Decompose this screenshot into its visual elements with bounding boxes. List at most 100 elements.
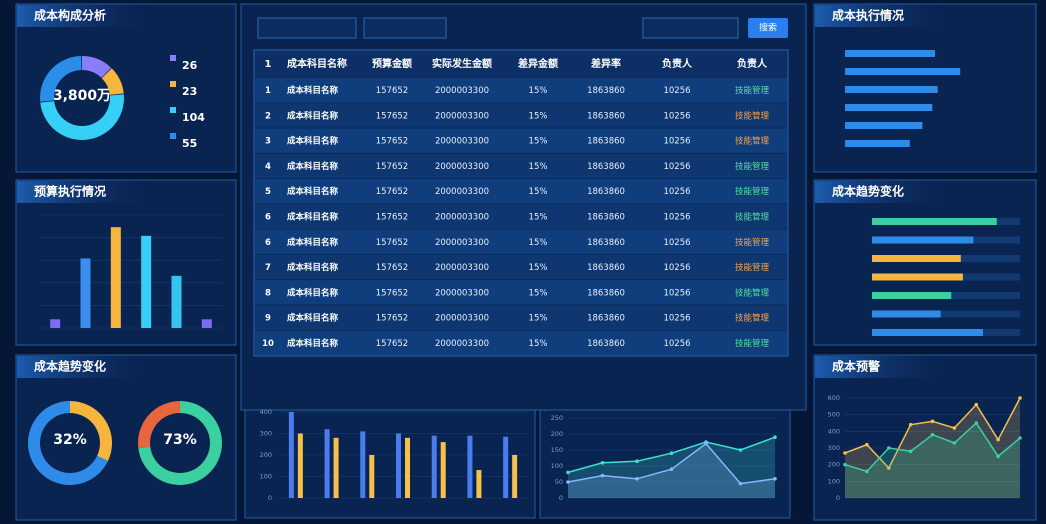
table-cell: 15% bbox=[529, 238, 548, 248]
y-tick-label: 0 bbox=[836, 494, 840, 502]
panel-title: 成本趋势变化 bbox=[34, 359, 106, 374]
y-tick-label: 200 bbox=[260, 451, 272, 459]
table-cell: 成本科目名称 bbox=[287, 136, 339, 147]
search-input[interactable] bbox=[642, 17, 739, 39]
point bbox=[773, 477, 777, 481]
table-cell: 15% bbox=[529, 162, 548, 172]
column-header: 差异金额 bbox=[518, 57, 558, 70]
table-cell: 1863860 bbox=[587, 314, 625, 324]
y-tick-label: 100 bbox=[260, 473, 272, 481]
table-cell: 技能管理 bbox=[735, 237, 770, 248]
table-cell: 15% bbox=[529, 288, 548, 298]
table-cell: 7 bbox=[265, 263, 271, 273]
y-tick-label: 100 bbox=[828, 477, 840, 485]
table-cell: 1863860 bbox=[587, 263, 625, 273]
table-row[interactable] bbox=[255, 305, 787, 330]
table-cell: 157652 bbox=[376, 339, 408, 349]
bar bbox=[845, 50, 935, 57]
table-cell: 技能管理 bbox=[735, 287, 770, 298]
point bbox=[908, 422, 913, 427]
table-cell: 2000003300 bbox=[435, 314, 489, 324]
table-cell: 技能管理 bbox=[735, 212, 770, 223]
table-cell: 10256 bbox=[663, 187, 690, 197]
table-cell: 10256 bbox=[663, 238, 690, 248]
button-label[interactable]: 搜索 bbox=[759, 22, 777, 34]
gauge-track bbox=[138, 401, 180, 449]
table-row[interactable] bbox=[255, 128, 787, 153]
table-cell: 157652 bbox=[376, 238, 408, 248]
table-cell: 成本科目名称 bbox=[287, 287, 339, 298]
select[interactable] bbox=[363, 17, 447, 39]
table-row[interactable] bbox=[255, 153, 787, 179]
bar bbox=[405, 437, 410, 498]
table-cell: 技能管理 bbox=[735, 338, 770, 349]
y-tick-label: 250 bbox=[551, 414, 563, 422]
point bbox=[773, 435, 777, 440]
title-bar bbox=[815, 181, 955, 203]
table-row[interactable] bbox=[255, 78, 787, 103]
table-cell: 技能管理 bbox=[735, 136, 770, 147]
table-row[interactable] bbox=[255, 330, 787, 355]
bar-track bbox=[872, 310, 1020, 318]
table-cell: 成本科目名称 bbox=[287, 338, 339, 349]
bar bbox=[110, 227, 121, 328]
table-cell: 10256 bbox=[663, 263, 690, 273]
table-cell: 1863860 bbox=[587, 111, 625, 121]
panel-title: 成本执行情况 bbox=[832, 8, 904, 23]
point bbox=[974, 402, 979, 407]
bar bbox=[396, 433, 401, 498]
bar bbox=[80, 258, 91, 328]
legend-swatch bbox=[170, 107, 176, 113]
table-row[interactable] bbox=[255, 280, 787, 305]
legend-value: 23 bbox=[182, 85, 197, 98]
panel bbox=[15, 179, 237, 346]
table-cell: 5 bbox=[265, 187, 271, 197]
title-bar bbox=[17, 356, 157, 378]
point bbox=[635, 477, 639, 481]
bar bbox=[141, 235, 152, 328]
table-cell: 2000003300 bbox=[435, 137, 489, 147]
column-header: 成本科目名称 bbox=[287, 57, 347, 70]
panel bbox=[813, 179, 1037, 346]
column-header: 负责人 bbox=[662, 57, 693, 70]
bar bbox=[503, 436, 509, 498]
table-row[interactable] bbox=[255, 204, 787, 229]
table-cell: 2000003300 bbox=[435, 162, 489, 172]
bar bbox=[297, 433, 303, 498]
table-row[interactable] bbox=[255, 179, 787, 204]
table-cell: 技能管理 bbox=[735, 161, 770, 172]
table-cell: 2000003300 bbox=[435, 288, 489, 298]
table-cell: 10256 bbox=[663, 86, 690, 96]
table-cell: 1863860 bbox=[587, 137, 625, 147]
table-row[interactable] bbox=[255, 229, 787, 254]
table-row[interactable] bbox=[255, 254, 787, 280]
gauge-track bbox=[28, 401, 109, 485]
table-row[interactable] bbox=[255, 103, 787, 128]
table-cell: 1863860 bbox=[587, 238, 625, 248]
point bbox=[886, 446, 891, 450]
title-bar bbox=[17, 5, 157, 27]
bar bbox=[845, 104, 933, 111]
table-cell: 成本科目名称 bbox=[287, 186, 339, 197]
search-button[interactable] bbox=[748, 18, 788, 38]
table-cell: 技能管理 bbox=[735, 313, 770, 324]
column-header: 实际发生金额 bbox=[432, 57, 492, 70]
panel-title: 成本构成分析 bbox=[34, 8, 106, 23]
table-cell: 10 bbox=[262, 339, 274, 349]
donut-segment bbox=[82, 56, 112, 78]
bar bbox=[201, 319, 212, 328]
bar bbox=[872, 255, 961, 262]
legend-value: 104 bbox=[182, 111, 205, 124]
point bbox=[566, 470, 570, 475]
table-cell: 2000003300 bbox=[435, 263, 489, 273]
search-input[interactable] bbox=[257, 17, 357, 39]
table-cell: 157652 bbox=[376, 213, 408, 223]
point bbox=[843, 451, 847, 455]
bar bbox=[845, 122, 923, 129]
y-tick-label: 100 bbox=[551, 462, 563, 470]
y-tick-label: 200 bbox=[828, 461, 840, 469]
y-tick-label: 50 bbox=[555, 478, 563, 486]
bar bbox=[845, 140, 910, 147]
y-tick-label: 200 bbox=[551, 430, 563, 438]
point bbox=[865, 469, 869, 474]
